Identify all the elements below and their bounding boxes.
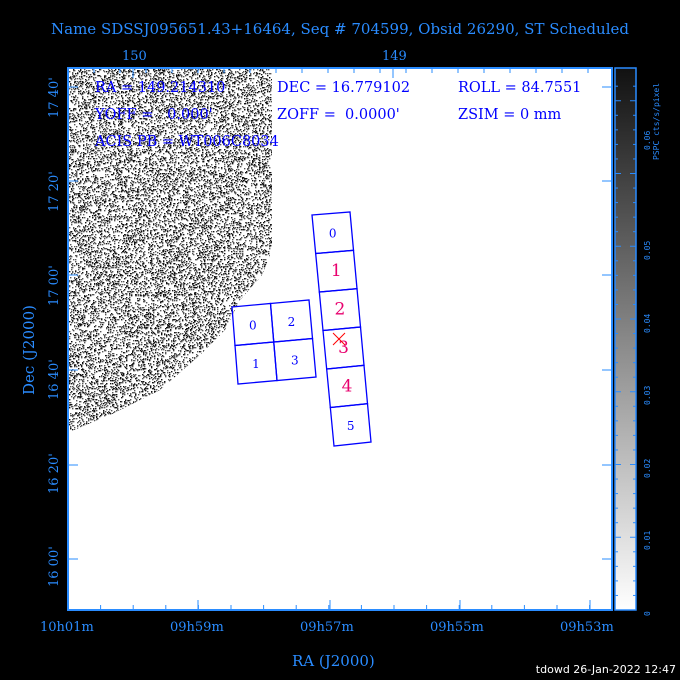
plot-area bbox=[67, 67, 613, 611]
y-tick-label: 16 20' bbox=[47, 453, 62, 494]
acis-i-chip-label: 2 bbox=[288, 315, 296, 329]
roll-readout: ROLL = 84.7551 bbox=[458, 80, 582, 96]
acis-pb-readout: ACIS PB = WT006C8034 bbox=[95, 134, 279, 150]
acis-s-chip-label: 5 bbox=[347, 419, 355, 433]
zsim-readout: ZSIM = 0 mm bbox=[458, 107, 562, 123]
colorbar-tick-label: 0.04 bbox=[643, 313, 652, 333]
dec-readout: DEC = 16.779102 bbox=[277, 80, 411, 96]
acis-s-chip-label: 0 bbox=[329, 227, 337, 241]
x-tick-label: 09h59m bbox=[170, 620, 224, 635]
top-tick-label: 149 bbox=[382, 49, 407, 64]
acis-s-chip-label: 1 bbox=[331, 261, 342, 281]
axis-ticks bbox=[67, 68, 612, 610]
acis-i-chip-label: 0 bbox=[249, 319, 257, 333]
aimpoint-icon bbox=[332, 332, 346, 346]
zoff-readout: ZOFF = 0.0000' bbox=[277, 107, 400, 123]
x-tick-label: 10h01m bbox=[40, 620, 94, 635]
colorbar-label: PSPC cts/s/pixel bbox=[652, 82, 661, 160]
acis-s-chip bbox=[329, 402, 372, 447]
acis-i-chip bbox=[273, 337, 317, 382]
colorbar-tick-label: 0.03 bbox=[643, 385, 652, 405]
acis-i-chip-label: 1 bbox=[252, 357, 260, 371]
top-tick-label: 150 bbox=[122, 49, 147, 64]
colorbar-tick-label: 0.05 bbox=[643, 240, 652, 260]
ra-readout: RA = 149.214310 bbox=[95, 80, 226, 96]
y-tick-label: 17 20' bbox=[47, 171, 62, 212]
footer-stamp: tdowd 26-Jan-2022 12:47 bbox=[535, 663, 676, 676]
acis-chips: 0 1 2 3 0 1 2 3 4 5 bbox=[231, 211, 372, 447]
y-axis-label: Dec (J2000) bbox=[20, 305, 38, 395]
x-axis-label: RA (J2000) bbox=[292, 652, 375, 670]
x-tick-label: 09h57m bbox=[300, 620, 354, 635]
colorbar-tick-label: 0.02 bbox=[643, 458, 652, 478]
acis-s-chip-label: 4 bbox=[342, 376, 353, 396]
y-tick-label: 17 40' bbox=[47, 77, 62, 118]
y-tick-label: 17 00' bbox=[47, 265, 62, 306]
y-tick-label: 16 40' bbox=[47, 359, 62, 400]
acis-s-chip-label: 2 bbox=[335, 300, 346, 320]
colorbar-tick-label: 0 bbox=[643, 611, 652, 616]
colorbar bbox=[614, 67, 637, 611]
acis-i-chip-label: 3 bbox=[291, 354, 299, 368]
x-tick-label: 09h53m bbox=[560, 620, 614, 635]
x-tick-label: 09h55m bbox=[430, 620, 484, 635]
xray-noise bbox=[69, 69, 272, 432]
yoff-readout: YOFF = 0.000' bbox=[95, 107, 213, 123]
colorbar-ticks bbox=[615, 85, 636, 611]
colorbar-tick-label: 0.06 bbox=[643, 130, 652, 150]
acis-s-chip-label: 3 bbox=[338, 338, 349, 358]
y-tick-label: 16 00' bbox=[47, 546, 62, 587]
page-title: Name SDSSJ095651.43+16464, Seq # 704599,… bbox=[51, 20, 629, 38]
colorbar-tick-label: 0.01 bbox=[643, 530, 652, 550]
